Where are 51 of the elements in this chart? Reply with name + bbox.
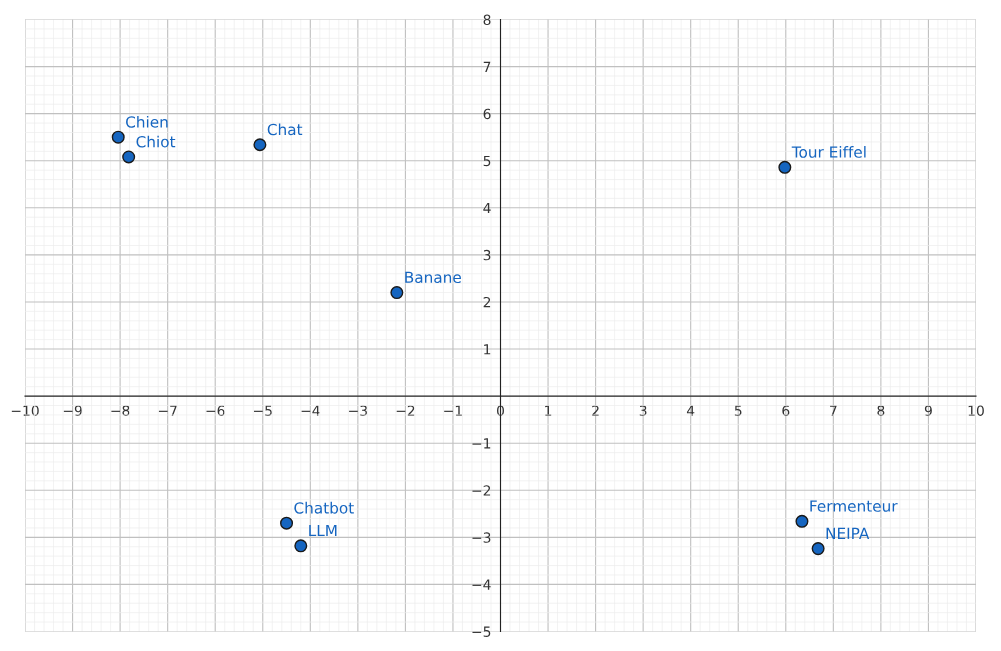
y-tick-label: −2 — [472, 485, 491, 496]
y-tick-label: −4 — [472, 579, 491, 590]
x-tick-label: −9 — [63, 405, 82, 416]
x-tick-label: −4 — [301, 405, 320, 416]
annotation: Chien — [126, 115, 168, 128]
point — [253, 138, 267, 152]
x-tick-label: 7 — [830, 405, 837, 416]
point — [122, 150, 136, 164]
x-tick-label: 10 — [968, 405, 984, 416]
annotation: Tour Eiffel — [791, 146, 866, 158]
y-tick-label: −5 — [472, 626, 491, 637]
y-tick-label: 1 — [484, 344, 491, 355]
point — [811, 542, 825, 556]
x-tick-label: 5 — [734, 405, 742, 416]
x-tick-label: −3 — [349, 405, 367, 416]
point — [390, 286, 404, 300]
annotation: Chatbot — [294, 501, 354, 514]
point — [294, 539, 308, 553]
y-tick-label: 7 — [483, 61, 491, 72]
x-tick-label: −2 — [396, 405, 415, 416]
x-tick-label: 3 — [639, 405, 647, 416]
y-tick-label: 8 — [483, 14, 491, 25]
x-tick-label: 4 — [686, 405, 695, 416]
y-tick-label: 4 — [483, 202, 491, 214]
x-tick-label: −10 — [11, 405, 39, 416]
y-tick-label: 6 — [483, 108, 491, 120]
x-tick-label: 9 — [924, 405, 932, 416]
annotation: LLM — [309, 524, 337, 537]
point — [111, 130, 125, 144]
annotation: Banane — [405, 271, 461, 284]
x-tick-label: −6 — [206, 405, 225, 416]
x-tick-label: 8 — [877, 405, 885, 416]
annotation: Chat — [267, 123, 303, 136]
point — [280, 516, 294, 530]
y-tick-label: 2 — [483, 296, 491, 308]
x-tick-label: −7 — [158, 405, 177, 416]
point — [778, 160, 792, 174]
annotation: Fermenteur — [810, 500, 898, 512]
point — [795, 514, 809, 528]
x-tick-label: 2 — [592, 405, 599, 416]
y-tick-label: −1 — [472, 438, 491, 449]
annotation: NEIPA — [826, 527, 870, 539]
y-tick-label: 3 — [483, 249, 491, 261]
x-tick-label: −5 — [254, 405, 272, 416]
x-tick-label: −1 — [444, 405, 462, 416]
annotation: Chiot — [136, 135, 176, 148]
y-tick-label: 5 — [483, 155, 491, 167]
x-tick-label: 1 — [545, 405, 552, 416]
y-tick-label: −3 — [472, 532, 491, 543]
x-tick-label: −8 — [111, 405, 130, 416]
x-tick-label: 6 — [782, 405, 790, 416]
